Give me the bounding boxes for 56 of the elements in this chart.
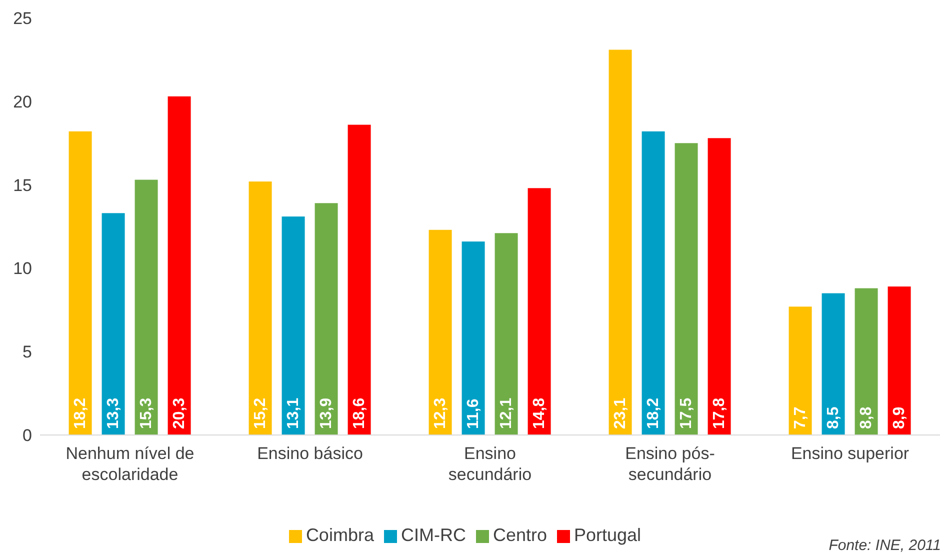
bar <box>608 50 632 435</box>
legend-label: Coimbra <box>306 525 374 545</box>
bar <box>674 143 698 435</box>
x-tick-label: Nenhum nível de escolaridade <box>66 444 194 484</box>
data-label: 15,2 <box>252 398 269 429</box>
data-label: 13,1 <box>284 398 302 429</box>
data-label: 12,1 <box>498 398 515 429</box>
data-label: 13,9 <box>318 398 335 429</box>
data-label: 18,2 <box>644 398 662 429</box>
bar <box>708 138 731 435</box>
data-label: 20,3 <box>170 398 188 429</box>
bar <box>168 96 191 435</box>
source-note: Fonte: INE, 2011 <box>828 537 941 554</box>
y-tick-label: 5 <box>22 342 32 362</box>
bar <box>248 181 272 435</box>
x-tick-label: Ensino secundário <box>448 444 532 484</box>
bar <box>642 131 665 435</box>
data-label: 23,1 <box>612 398 629 429</box>
data-label: 18,6 <box>350 398 368 429</box>
bar <box>822 293 845 435</box>
x-tick-label: Ensino superior <box>790 444 910 463</box>
data-label: 11,6 <box>464 398 482 429</box>
x-tick-label: Ensino pós-secundário <box>625 444 715 484</box>
legend-label: Portugal <box>574 525 642 545</box>
bar <box>348 124 371 435</box>
legend-label: Centro <box>492 525 547 545</box>
data-label: 14,8 <box>530 398 548 429</box>
bar <box>888 286 911 435</box>
y-tick-label: 0 <box>22 426 32 446</box>
x-tick-label: Ensino básico <box>257 444 363 463</box>
bar <box>134 180 158 435</box>
y-tick-label: 25 <box>13 9 32 28</box>
legend-label: CIM-RC <box>400 525 466 545</box>
bar <box>788 306 812 435</box>
bar <box>428 230 452 435</box>
bar <box>462 242 485 435</box>
bar <box>854 288 878 435</box>
data-label: 13,3 <box>104 398 122 429</box>
bar <box>68 131 92 435</box>
bar <box>528 188 551 435</box>
data-label: 12,3 <box>432 398 449 429</box>
bar <box>282 216 305 435</box>
y-tick-label: 10 <box>13 259 32 278</box>
data-label: 8,8 <box>858 406 875 429</box>
data-label: 17,8 <box>710 398 728 429</box>
bar <box>494 233 518 435</box>
data-label: 7,7 <box>792 406 809 429</box>
data-label: 18,2 <box>72 398 89 429</box>
y-tick-label: 15 <box>13 176 32 195</box>
y-tick-label: 20 <box>13 92 32 112</box>
data-label: 15,3 <box>138 398 155 429</box>
data-label: 17,5 <box>678 398 695 429</box>
bar <box>314 203 338 435</box>
data-label: 8,9 <box>890 406 908 429</box>
bar <box>102 213 125 435</box>
data-label: 8,5 <box>824 406 842 429</box>
